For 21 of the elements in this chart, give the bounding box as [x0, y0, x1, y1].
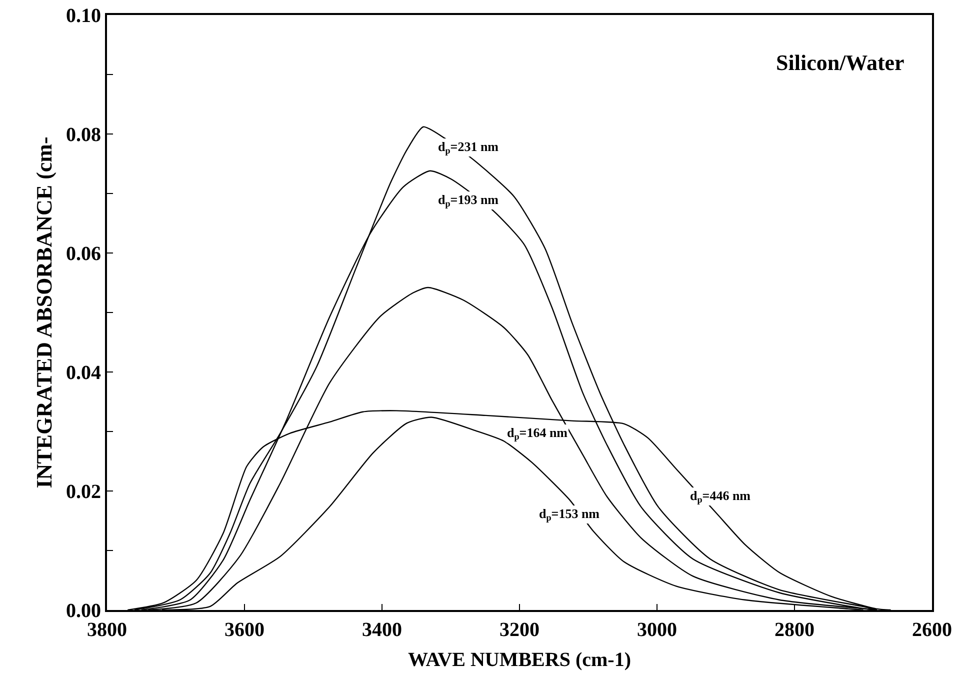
- series-label: d$_{p}$=153 nm: [539, 506, 600, 523]
- y-tick-label: 0.10: [66, 5, 101, 27]
- x-tick-label: 3000: [637, 619, 677, 641]
- series-label: d$_{p}$=231 nm: [438, 139, 499, 156]
- annotation: Silicon/Water: [776, 50, 905, 75]
- y-tick-label: 0.08: [66, 124, 101, 146]
- series-label: d$_{p}$=446 nm: [690, 488, 751, 505]
- x-axis-title: WAVE NUMBERS (cm-1): [408, 649, 631, 671]
- x-tick-label: 2600: [912, 619, 952, 641]
- y-tick-label: 0.04: [66, 362, 101, 384]
- y-tick-label: 0.00: [66, 600, 101, 622]
- x-tick-label: 3800: [87, 619, 127, 641]
- x-tick-label: 2800: [774, 619, 814, 641]
- x-tick-label: 3200: [500, 619, 540, 641]
- series-label: d$_{p}$=164 nm: [507, 425, 568, 442]
- y-tick-label: 0.06: [66, 243, 101, 265]
- y-axis-title: INTEGRATED ABSORBANCE (cm-: [31, 136, 56, 488]
- series-label: d$_{p}$=193 nm: [438, 192, 499, 209]
- x-tick-label: 3400: [362, 619, 402, 641]
- y-tick-label: 0.02: [66, 481, 101, 503]
- x-tick-label: 3600: [224, 619, 264, 641]
